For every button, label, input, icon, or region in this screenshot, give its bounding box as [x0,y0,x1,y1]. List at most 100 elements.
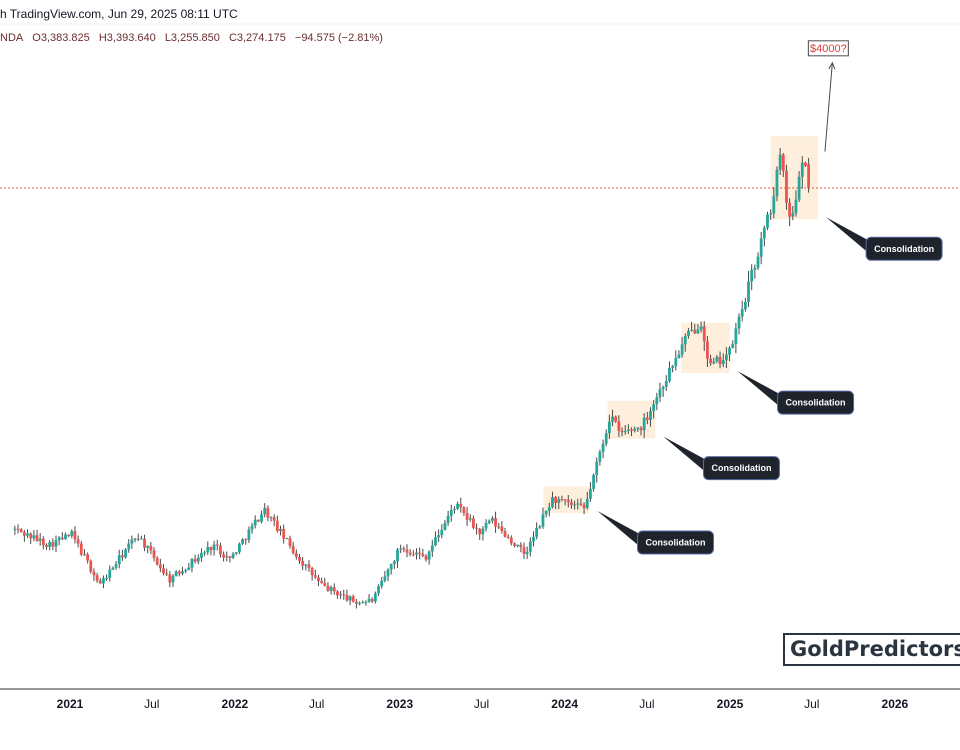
candle-up [111,567,115,570]
open-value: O3,383.825 [32,32,90,44]
time-axis-tick-label: 2024 [551,697,578,711]
candle-down [16,528,20,530]
candle-down [256,519,260,522]
candle-down [563,499,567,501]
candle-down [19,529,23,533]
candles [13,147,811,609]
candle-up [642,417,646,431]
candle-up [139,538,143,540]
candle-up [263,507,267,515]
candle-up [108,569,112,579]
candle-up [383,576,387,581]
candle-down [336,591,339,596]
candle-down [149,545,153,551]
candle-up [339,594,342,596]
candle-down [506,536,510,538]
candle-up [528,541,532,552]
callout-label: Consolidation [646,538,706,548]
candle-down [345,594,349,601]
candle-up [756,256,760,268]
candle-down [465,513,469,520]
candle-up [124,549,127,558]
candle-up [13,528,17,530]
candle-down [67,534,71,536]
candle-up [759,238,763,257]
candle-down [332,587,336,592]
candle-up [190,559,194,568]
candle-down [323,583,327,586]
candle-up [114,564,118,568]
candle-up [595,461,599,475]
candle-up [532,536,535,542]
candle-up [607,421,611,434]
candle-up [200,552,203,558]
callout-pointer [737,371,782,409]
candle-up [658,389,662,398]
candle-up [747,281,750,302]
candle-down [275,520,279,531]
candle-down [554,497,558,503]
change-value: −94.575 (−2.81%) [294,32,383,44]
candle-down [307,564,311,568]
candle-up [743,301,747,310]
candle-down [781,154,785,171]
candle-up [547,507,551,511]
candle-down [60,537,64,540]
candle-up [525,551,529,555]
candle-up [83,554,86,556]
callout-box [777,390,855,415]
candle-up [535,527,539,537]
candle-down [244,539,248,541]
candle-down [326,585,330,591]
candle-down [804,162,807,166]
candle-up [386,569,390,577]
target-arrow [824,62,833,152]
candle-down [76,539,80,544]
candle-up [778,154,782,170]
time-axis-tick-label: Jul [804,697,819,711]
time-axis-tick-label: Jul [144,697,159,711]
candle-up [434,537,437,546]
candle-down [41,538,45,546]
candle-up [117,555,121,565]
candle-up [54,540,58,547]
candle-down [165,573,169,575]
candle-up [430,545,434,552]
candle-up [753,267,757,270]
candle-up [766,214,769,228]
candle-down [459,503,463,508]
candle-down [310,567,314,576]
candle-up [48,542,52,547]
candle-down [215,544,219,546]
candle-up [171,575,175,583]
candle-down [421,553,425,557]
candle-down [411,554,415,556]
candle-up [440,529,444,536]
callout-box [637,530,715,555]
candle-up [737,316,741,329]
candle-down [630,429,633,431]
candle-up [358,603,361,605]
candle-down [702,326,706,342]
candle-up [538,526,542,528]
candle-down [513,543,516,547]
candle-up [373,593,377,602]
candle-down [503,531,507,537]
time-axis-tick-label: Jul [639,697,654,711]
candle-up [797,176,801,200]
candle-up [601,443,605,453]
candle-down [355,601,358,604]
candle-down [509,537,513,544]
candle-up [105,578,108,580]
candle-up [772,196,776,214]
candle-up [329,587,333,591]
candle-up [487,520,491,524]
candle-up [203,552,207,554]
candle-up [728,347,731,355]
candle-down [79,543,83,555]
candle-up [364,601,368,603]
candle-down [500,526,504,532]
candle-up [70,531,74,536]
callouts: Consolidation Consolidation Consolidation C… [597,217,943,555]
